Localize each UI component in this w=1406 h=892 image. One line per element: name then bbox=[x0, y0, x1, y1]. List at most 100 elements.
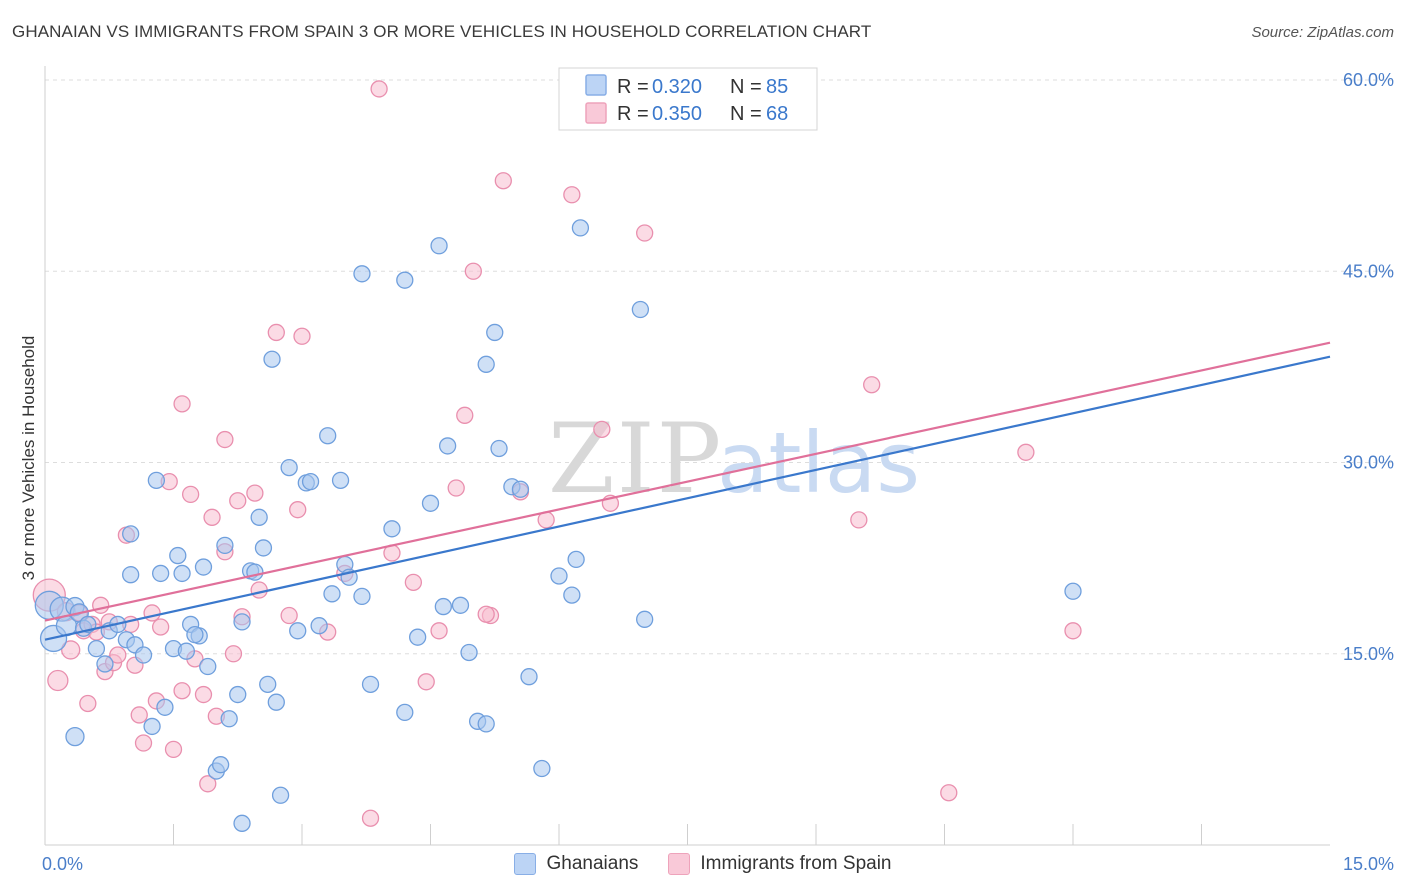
legend-item-immigrants-from-spain[interactable]: Immigrants from Spain bbox=[668, 853, 892, 875]
point-ghanaians-24 bbox=[173, 564, 191, 583]
point-ghanaians-19 bbox=[147, 471, 166, 490]
legend-label-immigrants-from-spain: Immigrants from Spain bbox=[700, 853, 892, 874]
point-ghanaians-44 bbox=[280, 458, 298, 477]
point-ghanaians-71 bbox=[490, 439, 508, 458]
point-ghanaians-81 bbox=[636, 610, 654, 628]
legend-r-value-pink: 0.350 bbox=[652, 103, 702, 125]
point-immigrants-from-spain-60 bbox=[636, 224, 654, 242]
point-ghanaians-34 bbox=[229, 685, 247, 704]
point-immigrants-from-spain-21 bbox=[151, 618, 170, 636]
point-immigrants-from-spain-40 bbox=[289, 501, 307, 519]
point-immigrants-from-spain-29 bbox=[199, 775, 217, 793]
point-ghanaians-61 bbox=[421, 494, 440, 512]
series-immigrants-from-spain bbox=[32, 80, 1082, 827]
point-immigrants-from-spain-52 bbox=[464, 262, 482, 280]
legend-swatch-blue bbox=[585, 74, 607, 96]
point-immigrants-from-spain-64 bbox=[1017, 443, 1035, 461]
point-ghanaians-8 bbox=[87, 640, 106, 658]
legend-n-value-pink: 68 bbox=[766, 103, 788, 125]
bottom-legend: Ghanaians Immigrants from Spain bbox=[0, 851, 1406, 877]
point-ghanaians-43 bbox=[271, 786, 290, 804]
point-ghanaians-28 bbox=[194, 558, 213, 576]
point-immigrants-from-spain-62 bbox=[863, 376, 881, 394]
point-immigrants-from-spain-1 bbox=[47, 669, 69, 692]
point-immigrants-from-spain-44 bbox=[361, 809, 380, 827]
point-ghanaians-36 bbox=[233, 613, 251, 631]
point-ghanaians-54 bbox=[353, 587, 371, 606]
point-immigrants-from-spain-65 bbox=[1064, 622, 1082, 640]
point-ghanaians-79 bbox=[571, 219, 590, 237]
point-immigrants-from-spain-63 bbox=[940, 784, 958, 802]
y-tick-label-30: 30.0% bbox=[1343, 453, 1394, 473]
point-ghanaians-20 bbox=[151, 564, 170, 583]
point-immigrants-from-spain-61 bbox=[850, 511, 868, 529]
point-immigrants-from-spain-17 bbox=[130, 706, 148, 724]
point-ghanaians-48 bbox=[310, 617, 328, 635]
point-ghanaians-68 bbox=[477, 715, 495, 733]
point-ghanaians-45 bbox=[289, 622, 307, 640]
legend-r-value-blue: 0.320 bbox=[652, 76, 702, 98]
legend-swatch-immigrants-from-spain bbox=[668, 853, 691, 875]
legend-n-value-blue: 85 bbox=[766, 76, 788, 98]
point-ghanaians-83 bbox=[246, 563, 264, 581]
point-ghanaians-51 bbox=[331, 471, 350, 490]
point-ghanaians-73 bbox=[511, 480, 530, 498]
point-immigrants-from-spain-51 bbox=[456, 406, 474, 424]
point-immigrants-from-spain-34 bbox=[224, 645, 243, 663]
point-immigrants-from-spain-49 bbox=[430, 622, 448, 640]
point-ghanaians-18 bbox=[122, 566, 140, 584]
point-ghanaians-15 bbox=[65, 726, 85, 747]
point-immigrants-from-spain-47 bbox=[404, 573, 423, 591]
point-ghanaians-84 bbox=[186, 625, 204, 644]
point-ghanaians-66 bbox=[460, 643, 478, 662]
point-ghanaians-60 bbox=[408, 628, 427, 646]
point-immigrants-from-spain-39 bbox=[280, 606, 298, 625]
point-ghanaians-25 bbox=[177, 642, 196, 660]
point-ghanaians-65 bbox=[451, 596, 470, 614]
point-ghanaians-64 bbox=[438, 437, 457, 455]
point-ghanaians-42 bbox=[263, 350, 281, 368]
point-immigrants-from-spain-24 bbox=[173, 682, 191, 700]
point-ghanaians-14 bbox=[134, 646, 153, 664]
point-immigrants-from-spain-28 bbox=[194, 685, 213, 704]
point-ghanaians-38 bbox=[250, 508, 268, 526]
legend-n-label-blue: N = bbox=[730, 76, 762, 98]
point-ghanaians-17 bbox=[122, 525, 140, 543]
point-ghanaians-47 bbox=[301, 472, 320, 491]
point-ghanaians-70 bbox=[486, 323, 504, 342]
point-immigrants-from-spain-57 bbox=[563, 186, 581, 204]
point-ghanaians-80 bbox=[631, 300, 650, 319]
trend-layer bbox=[44, 341, 1331, 641]
point-ghanaians-35 bbox=[233, 814, 251, 832]
point-immigrants-from-spain-37 bbox=[250, 581, 268, 599]
y-tick-label-15: 15.0% bbox=[1343, 644, 1394, 664]
point-ghanaians-74 bbox=[520, 668, 538, 686]
legend-r-label-blue: R = bbox=[617, 76, 649, 98]
point-ghanaians-29 bbox=[199, 657, 217, 676]
chart-source: Source: ZipAtlas.com bbox=[1251, 24, 1394, 41]
point-immigrants-from-spain-38 bbox=[267, 323, 285, 342]
trendline-immigrants-from-spain bbox=[44, 341, 1331, 622]
legend-item-ghanaians[interactable]: Ghanaians bbox=[514, 853, 638, 875]
legend-swatch-pink bbox=[585, 102, 607, 124]
point-ghanaians-50 bbox=[323, 585, 341, 603]
point-immigrants-from-spain-30 bbox=[203, 508, 221, 526]
point-ghanaians-75 bbox=[533, 759, 551, 778]
point-ghanaians-23 bbox=[169, 546, 187, 565]
point-immigrants-from-spain-58 bbox=[593, 420, 611, 439]
point-immigrants-from-spain-26 bbox=[181, 485, 200, 504]
point-immigrants-from-spain-36 bbox=[246, 484, 264, 502]
point-ghanaians-9 bbox=[96, 655, 114, 673]
axis-layer: 15.0% 30.0% 45.0% 60.0% 0.0% 15.0% bbox=[42, 66, 1394, 874]
point-ghanaians-56 bbox=[361, 675, 380, 693]
point-ghanaians-77 bbox=[563, 586, 581, 604]
point-immigrants-from-spain-19 bbox=[143, 604, 161, 622]
point-immigrants-from-spain-13 bbox=[109, 646, 127, 664]
point-ghanaians-69 bbox=[477, 355, 495, 373]
point-ghanaians-55 bbox=[353, 265, 371, 283]
point-ghanaians-41 bbox=[267, 693, 285, 711]
point-ghanaians-62 bbox=[430, 237, 448, 255]
legend-swatch-ghanaians bbox=[514, 853, 537, 875]
point-immigrants-from-spain-3 bbox=[61, 640, 81, 660]
